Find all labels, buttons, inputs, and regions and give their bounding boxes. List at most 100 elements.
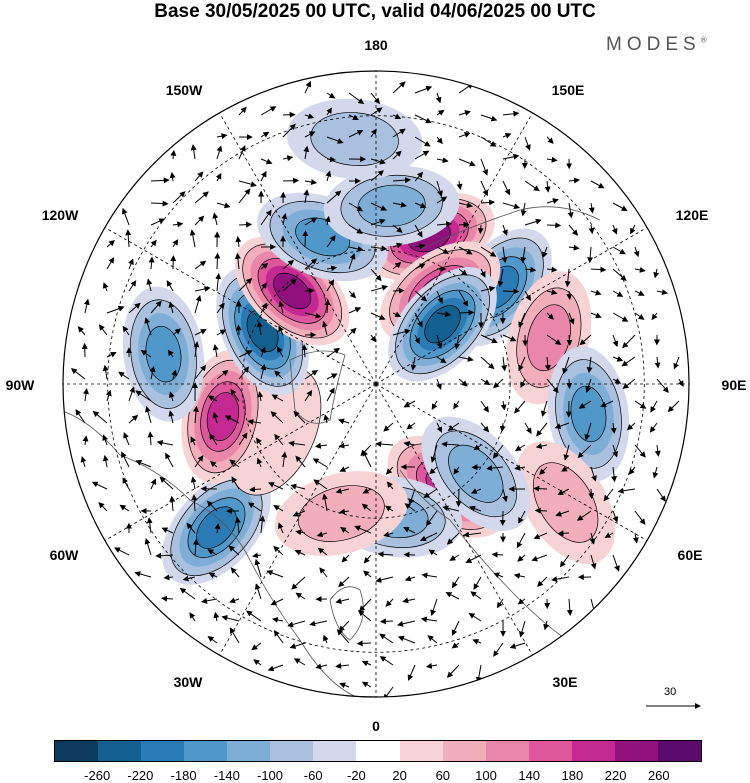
wind-vector <box>224 415 240 424</box>
wind-vector <box>260 131 270 138</box>
wind-vector <box>546 334 562 345</box>
wind-vector <box>480 356 495 370</box>
wind-vector <box>249 486 262 493</box>
wind-vector <box>326 279 335 292</box>
wind-vector <box>125 229 132 248</box>
wind-vector <box>361 681 372 688</box>
wind-vector <box>150 300 162 314</box>
wind-vector <box>533 532 548 540</box>
colorbar-swatch <box>399 741 443 761</box>
wind-vector <box>458 158 476 167</box>
wind-vector <box>611 466 618 483</box>
wind-vector <box>421 572 438 579</box>
wind-vector <box>190 476 197 490</box>
wind-vector <box>617 487 636 494</box>
wind-vector <box>420 616 438 623</box>
wind-vector <box>216 302 225 314</box>
wind-vector <box>338 418 350 425</box>
wind-vector <box>238 145 246 160</box>
wind-vector <box>392 113 402 120</box>
wind-vector <box>458 83 474 94</box>
wind-vector <box>168 410 175 424</box>
wind-vector <box>414 85 433 94</box>
wind-vector <box>361 503 372 512</box>
wind-vector <box>465 554 482 563</box>
wind-vector <box>546 198 559 204</box>
wind-vector <box>546 136 554 144</box>
longitude-label: 30E <box>552 674 578 690</box>
wind-vector <box>634 266 646 273</box>
wind-vector <box>370 128 377 138</box>
wind-vector <box>383 422 394 432</box>
colorbar-swatch <box>442 741 486 761</box>
wind-vector <box>451 576 460 589</box>
wind-vector <box>238 221 253 228</box>
colorbar-swatch <box>270 741 314 761</box>
wind-vector <box>568 177 580 184</box>
wind-vector <box>172 221 184 228</box>
wind-vector <box>419 532 438 542</box>
wind-vector <box>612 510 619 523</box>
wind-vector <box>445 592 460 600</box>
colorbar-tick-label: 100 <box>475 768 497 783</box>
wind-vector <box>392 150 402 160</box>
wind-vector <box>326 387 335 402</box>
wind-vector <box>339 466 350 472</box>
wind-vector <box>238 432 248 446</box>
wind-vector <box>414 312 423 328</box>
wind-vector <box>519 620 526 638</box>
longitude-label: 30W <box>173 674 203 690</box>
wind-vector <box>304 287 315 294</box>
wind-vector <box>557 488 570 495</box>
wind-vector <box>542 246 548 259</box>
wind-vector <box>156 439 174 446</box>
wind-vector <box>590 266 607 273</box>
wind-vector <box>135 390 152 402</box>
wind-vector <box>428 549 438 556</box>
map-title: Base 30/05/2025 00 UTC, valid 04/06/2025… <box>154 1 596 22</box>
wind-vector <box>370 170 384 182</box>
wind-vector <box>370 284 389 292</box>
anomaly-contour <box>424 305 461 344</box>
coastline-siberia <box>419 206 601 251</box>
wind-vector <box>632 532 639 544</box>
wind-vector <box>267 482 284 490</box>
wind-vector <box>260 106 277 116</box>
wind-vector <box>410 356 417 371</box>
wind-vector <box>427 635 438 644</box>
wind-vector <box>146 517 153 534</box>
wind-vector <box>182 575 196 582</box>
wind-vector <box>326 347 341 358</box>
colorbar-tick-label: -260 <box>84 768 111 783</box>
wind-vector <box>370 334 377 343</box>
colorbar-tick-label: -180 <box>170 768 197 783</box>
wind-vector <box>477 224 484 235</box>
wind-vector <box>403 400 416 408</box>
wind-vector <box>106 352 117 358</box>
wind-vector <box>190 436 197 446</box>
colorbar-swatch <box>227 741 271 761</box>
wind-vector <box>292 510 306 517</box>
wind-vector <box>144 317 152 336</box>
wind-vector <box>414 290 428 302</box>
wind-vector <box>546 222 562 229</box>
wind-vector <box>436 356 447 364</box>
wind-vector <box>634 290 645 296</box>
wind-vector <box>568 224 579 236</box>
wind-vector <box>404 503 416 512</box>
wind-vector <box>303 145 310 160</box>
wind-vector <box>449 554 460 561</box>
wind-vector <box>370 268 382 282</box>
wind-vector <box>194 455 204 468</box>
wind-vector <box>502 180 511 196</box>
wind-vector <box>335 487 350 494</box>
wind-vector <box>502 153 520 160</box>
wind-vector <box>436 180 443 197</box>
wind-vector <box>555 510 570 517</box>
wind-vector <box>229 597 240 604</box>
wind-vector <box>612 202 628 211</box>
wind-vector <box>319 567 328 578</box>
wind-vector <box>458 110 471 116</box>
wind-vector <box>210 460 218 468</box>
wind-vector <box>546 312 554 320</box>
